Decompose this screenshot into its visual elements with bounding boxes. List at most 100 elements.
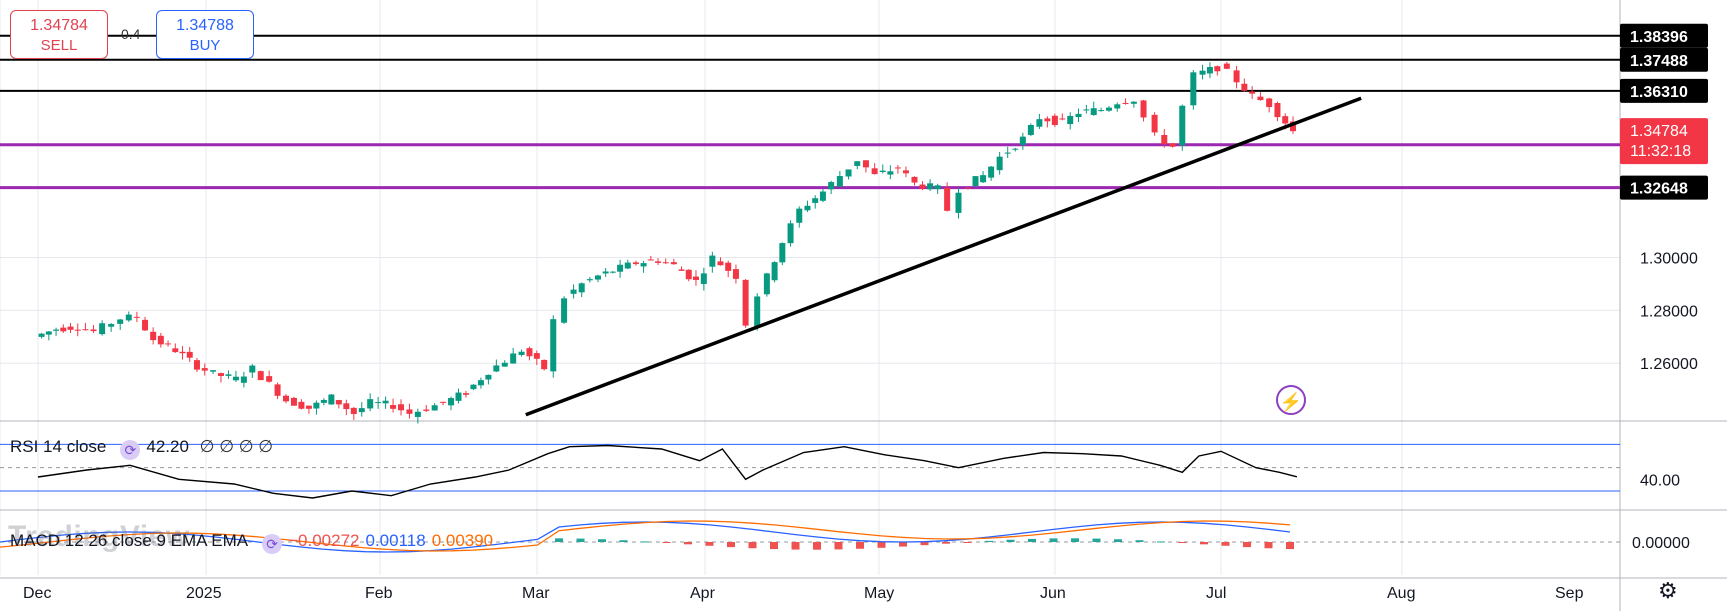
rsi-legend[interactable]: RSI 14 close ⟳ 42.20 ∅ ∅ ∅ ∅ (10, 437, 279, 460)
candle[interactable] (1130, 101, 1137, 108)
candle[interactable] (510, 347, 517, 364)
candle[interactable] (742, 279, 749, 328)
candle[interactable] (1075, 108, 1082, 123)
candle[interactable] (125, 311, 132, 322)
candle[interactable] (1274, 101, 1281, 122)
candle[interactable] (99, 320, 106, 336)
candle[interactable] (38, 332, 45, 339)
candle[interactable] (1114, 102, 1121, 112)
candle[interactable] (862, 160, 869, 173)
candle[interactable] (1161, 128, 1168, 148)
candle[interactable] (919, 181, 926, 191)
candle[interactable] (763, 272, 770, 297)
trendline[interactable] (525, 96, 1362, 417)
candle[interactable] (328, 393, 335, 405)
candle[interactable] (796, 206, 803, 228)
candle[interactable] (53, 327, 60, 336)
candle[interactable] (1206, 62, 1213, 79)
candle[interactable] (670, 258, 677, 265)
candle[interactable] (980, 171, 987, 184)
candle[interactable] (944, 182, 951, 212)
candle[interactable] (879, 164, 886, 174)
candle[interactable] (274, 382, 281, 400)
candles[interactable] (38, 61, 1297, 424)
candle[interactable] (640, 260, 647, 273)
candle[interactable] (60, 324, 67, 333)
candle[interactable] (845, 169, 852, 180)
candle[interactable] (462, 390, 469, 398)
candle[interactable] (193, 357, 200, 372)
candle[interactable] (709, 251, 716, 273)
candle[interactable] (550, 315, 557, 378)
buy-button[interactable]: 1.34788 BUY (156, 10, 254, 59)
candle[interactable] (343, 399, 350, 416)
candle[interactable] (578, 282, 585, 298)
candle[interactable] (1169, 142, 1176, 148)
candle[interactable] (927, 179, 934, 191)
candle[interactable] (493, 359, 500, 373)
candle[interactable] (320, 398, 327, 406)
candle[interactable] (1266, 97, 1273, 113)
candle[interactable] (894, 164, 901, 174)
candle[interactable] (1249, 86, 1256, 99)
candle[interactable] (972, 176, 979, 187)
candle[interactable] (988, 166, 995, 181)
candle[interactable] (771, 261, 778, 283)
candle[interactable] (1151, 112, 1158, 136)
price-axis[interactable]: 1.30000 1.28000 1.26000 1.38396 1.37488 1.363… (1620, 23, 1708, 552)
candle[interactable] (934, 183, 941, 194)
candle[interactable] (911, 176, 918, 186)
candle[interactable] (1105, 106, 1112, 112)
candle[interactable] (406, 403, 413, 419)
candle[interactable] (1067, 112, 1074, 130)
candle[interactable] (647, 255, 654, 261)
candle[interactable] (1190, 69, 1197, 110)
candle[interactable] (828, 180, 835, 195)
candle[interactable] (1214, 65, 1221, 76)
candle[interactable] (1019, 132, 1026, 150)
candle[interactable] (398, 399, 405, 416)
lightning-icon[interactable]: ⚡ (1276, 385, 1306, 415)
settings-gear-icon[interactable]: ⚙ (1658, 578, 1678, 603)
candle[interactable] (570, 284, 577, 299)
candle[interactable] (732, 264, 739, 284)
candle[interactable] (655, 258, 662, 265)
candle[interactable] (996, 152, 1003, 175)
candle[interactable] (1257, 92, 1264, 101)
candle[interactable] (117, 318, 124, 330)
candle[interactable] (526, 346, 533, 361)
candle[interactable] (414, 408, 421, 424)
candle[interactable] (1059, 113, 1066, 121)
candle[interactable] (1083, 104, 1090, 114)
candle[interactable] (1122, 98, 1129, 105)
candle[interactable] (887, 165, 894, 180)
candle[interactable] (179, 346, 186, 360)
candle[interactable] (1036, 113, 1043, 129)
candle[interactable] (804, 200, 811, 212)
candle[interactable] (240, 371, 247, 388)
candle[interactable] (594, 274, 601, 283)
candle[interactable] (678, 266, 685, 271)
candle[interactable] (787, 220, 794, 247)
candle[interactable] (964, 187, 971, 190)
candle[interactable] (448, 396, 455, 411)
candle[interactable] (609, 271, 616, 274)
candle[interactable] (470, 384, 477, 391)
candle[interactable] (485, 374, 492, 385)
candle[interactable] (1051, 113, 1058, 128)
candle[interactable] (431, 403, 438, 411)
candle[interactable] (186, 346, 193, 362)
candle[interactable] (871, 163, 878, 175)
candle[interactable] (225, 370, 232, 379)
candle[interactable] (518, 349, 525, 357)
candle[interactable] (1098, 107, 1105, 112)
candle[interactable] (533, 350, 540, 366)
candle[interactable] (819, 188, 826, 203)
candle[interactable] (335, 399, 342, 409)
candle[interactable] (501, 360, 508, 367)
candle[interactable] (477, 377, 484, 389)
time-axis[interactable]: Dec 2025 Feb Mar Apr May Jun Jul Aug Sep (23, 585, 1584, 602)
candle[interactable] (440, 401, 447, 406)
candle[interactable] (210, 370, 217, 375)
candle[interactable] (313, 400, 320, 415)
